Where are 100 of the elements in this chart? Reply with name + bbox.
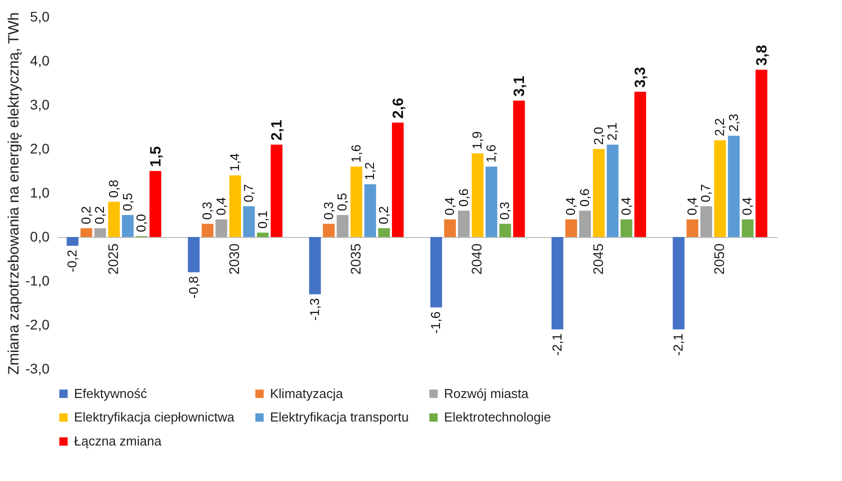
bar [742,219,754,237]
x-tick-label: 2035 [347,243,364,275]
y-axis-title: Zmiana zapotrzebowania na energię elektryczną, TWh [5,12,22,375]
bar [309,237,321,294]
data-label: 0,4 [740,197,755,216]
data-label: 0,1 [254,210,270,229]
x-tick-label: 2050 [711,243,728,275]
bar [229,175,242,237]
bar [188,237,200,272]
y-tick-label: -2,0 [25,316,50,332]
y-tick-label: 5,0 [30,8,50,24]
data-label: 0,6 [577,188,592,207]
data-label: 0,6 [456,188,471,207]
data-label: 0,3 [200,202,215,220]
data-label: 0,2 [376,206,391,224]
bar [579,210,591,237]
bar [728,136,740,237]
data-label: 2,1 [268,120,286,141]
bar [392,122,404,237]
data-label: 0,5 [334,192,350,211]
bar [444,219,456,237]
bar [620,219,632,237]
bar [378,228,390,237]
bar [122,215,134,237]
y-tick-label: -3,0 [25,360,50,376]
bar [672,237,684,330]
bar [499,224,512,237]
legend-label: Klimatyzacja [270,386,344,401]
data-label: 0,3 [320,202,336,220]
x-tick-label: 2040 [468,243,485,275]
bar [634,92,646,237]
data-label: 1,2 [362,162,378,180]
bar [565,219,578,237]
legend-label: Elektryfikacja ciepłownictwa [74,410,236,424]
data-label: 0,5 [120,192,135,211]
bar [686,219,698,237]
data-label: 1,5 [147,146,164,167]
y-tick-label: 0,0 [30,228,50,244]
data-label: 0,2 [92,206,108,224]
y-tick-label: 4,0 [30,52,50,68]
legend-label: Elektrotechnologie [444,410,551,424]
data-label: 0,3 [497,202,512,220]
data-label: 2,0 [590,126,606,145]
data-label: 0,4 [213,197,228,216]
data-label: 1,4 [227,153,242,172]
bar [216,219,228,237]
data-label: 0,0 [134,214,149,232]
data-label: 3,1 [511,76,528,97]
legend-label: Rozwój miasta [444,386,530,401]
data-label: 2,6 [390,98,407,119]
data-label: 0,4 [563,197,578,216]
bar [606,144,618,237]
data-label: 3,3 [632,66,650,88]
bar [80,228,92,237]
data-label: 0,7 [698,184,714,202]
data-label: 0,4 [618,197,634,216]
bar [513,100,525,237]
data-label: 3,8 [753,44,770,66]
bar [336,215,348,237]
bar [552,237,564,330]
y-tick-label: 3,0 [30,96,50,112]
y-tick-label: -1,0 [25,272,50,288]
bar [150,171,162,237]
data-label: 0,4 [684,197,700,216]
bar [756,70,768,237]
bar [270,144,282,237]
x-tick-label: 2045 [590,243,606,275]
bar [256,232,269,237]
legend-label: Elektryfikacja transportu [270,410,409,424]
data-label: -0,8 [186,276,201,299]
bar [592,149,605,237]
bar [66,237,78,246]
y-tick-label: 1,0 [30,184,50,200]
data-label: 2,3 [726,114,741,132]
data-label: 1,6 [483,144,498,163]
data-label: -2,1 [549,333,564,356]
data-label: -2,1 [670,333,686,356]
bar [458,210,470,237]
data-label: -0,2 [64,250,80,272]
legend-label: Łączna zmiana [74,434,162,448]
data-label: 0,7 [240,184,256,202]
x-tick-label: 2025 [104,243,121,275]
data-label: -1,3 [306,298,322,321]
bar [714,140,726,237]
bar [486,166,498,237]
bar [94,228,106,237]
bar [108,202,120,237]
data-label: 0,2 [78,206,94,224]
data-label: 1,9 [470,131,485,150]
x-tick-label: 2030 [226,243,242,275]
bar [322,224,335,237]
data-label: -1,6 [428,311,444,334]
bar [472,153,484,237]
bar [700,206,712,237]
data-label: 2,2 [712,118,728,136]
data-label: 1,6 [348,144,364,163]
bar [364,184,376,237]
data-label: 2,1 [604,122,620,141]
data-label: 0,4 [442,197,457,216]
bar [350,166,362,237]
